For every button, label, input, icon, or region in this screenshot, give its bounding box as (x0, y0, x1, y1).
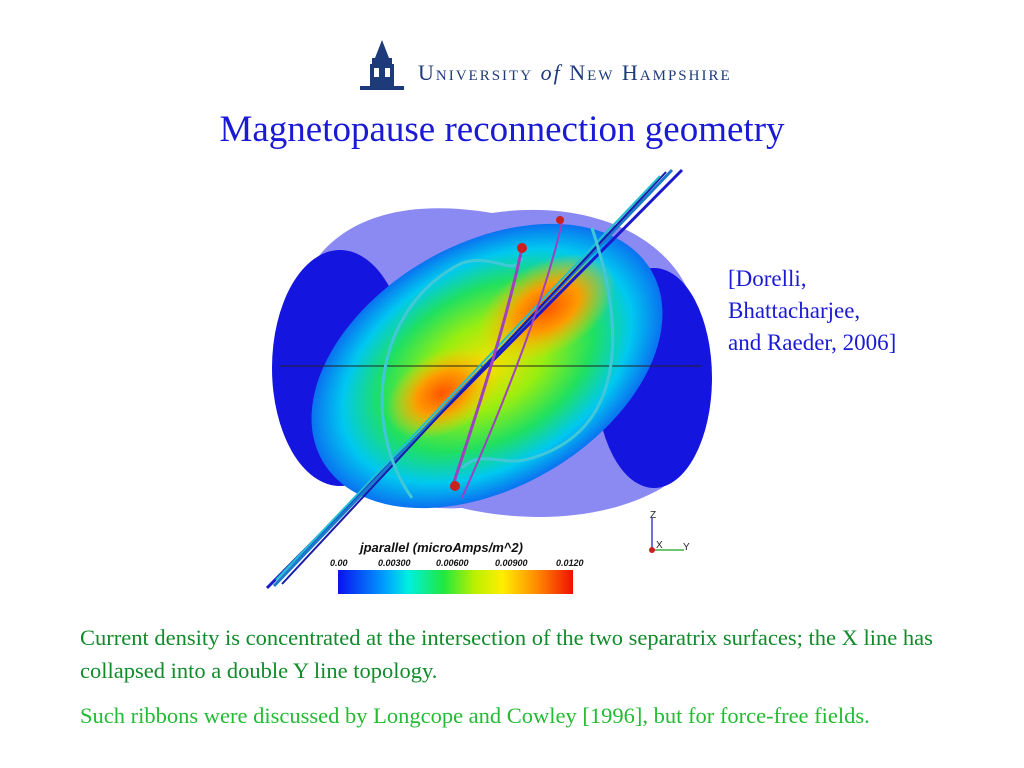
axis-z-label: Z (650, 510, 657, 521)
citation-line-2: Bhattacharjee, (728, 298, 861, 323)
citation: [Dorelli, Bhattacharjee, and Raeder, 200… (728, 263, 896, 359)
axis-triad-icon (649, 518, 684, 553)
citation-line-3: and Raeder, 2006] (728, 330, 897, 355)
axis-y-label: Y (683, 542, 690, 553)
colorbar-title: jparallel (microAmps/m^2) (360, 540, 523, 555)
paragraph-ribbons: Such ribbons were discussed by Longcope … (80, 703, 870, 728)
colorbar-tick-1: 0.00300 (378, 558, 411, 568)
tower-icon (360, 40, 404, 90)
logo-text-new-hampshire: New Hampshire (561, 60, 732, 85)
citation-line-1: [Dorelli, (728, 266, 807, 291)
colorbar-tick-4: 0.0120 (556, 558, 584, 568)
logo-text-university: University (418, 60, 541, 85)
paragraph-current-density: Current density is concentrated at the i… (80, 625, 933, 683)
axis-x-label: X (656, 540, 663, 551)
simulation-figure (265, 168, 712, 590)
slide-title: Magnetopause reconnection geometry (219, 109, 785, 150)
logo-text-of: of (540, 60, 562, 85)
colorbar-tick-3: 0.00900 (495, 558, 528, 568)
logo-text: University of New Hampshire (418, 60, 732, 86)
colorbar-tick-2: 0.00600 (436, 558, 469, 568)
colorbar (338, 570, 573, 594)
colorbar-tick-0: 0.00 (330, 558, 348, 568)
university-logo: University of New Hampshire (358, 40, 758, 92)
